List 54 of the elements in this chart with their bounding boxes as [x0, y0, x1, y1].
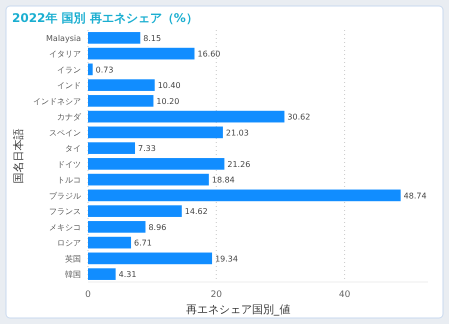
bar	[88, 268, 116, 280]
x-tick-label: 40	[338, 290, 351, 300]
y-tick-label: スペイン	[49, 128, 81, 138]
data-label: 10.40	[158, 81, 181, 90]
y-tick-label: ブラジル	[49, 191, 81, 200]
data-label: 30.62	[287, 112, 310, 122]
bar	[88, 236, 132, 248]
x-axis-title: 再エネシェア国別_値	[186, 303, 290, 316]
data-label: 8.96	[148, 222, 166, 232]
y-tick-label: 英国	[65, 254, 81, 264]
chart-title: 2022年 国別 再エネシェア（%）	[12, 11, 198, 25]
bar	[88, 174, 209, 186]
bar	[88, 110, 284, 122]
y-tick-label: インドネシア	[33, 96, 81, 106]
y-tick-label: タイ	[65, 144, 81, 154]
bar	[88, 142, 136, 154]
bar	[88, 205, 182, 217]
y-tick-label: カナダ	[57, 112, 82, 122]
y-tick-label: トルコ	[57, 176, 81, 185]
data-label: 7.33	[138, 144, 156, 154]
data-label: 16.60	[197, 50, 220, 59]
y-tick-label: ロシア	[57, 238, 81, 248]
data-label: 19.34	[215, 254, 238, 264]
bar	[88, 95, 154, 107]
data-label: 18.84	[212, 176, 235, 185]
bar	[88, 79, 155, 91]
bar	[88, 190, 401, 202]
x-tick-label: 0	[85, 290, 92, 300]
y-tick-label: フランス	[49, 207, 81, 216]
bar	[88, 48, 194, 60]
bar	[88, 221, 146, 233]
y-tick-label: ドイツ	[57, 160, 81, 169]
data-label: 6.71	[134, 238, 152, 248]
bar	[88, 252, 212, 264]
data-label: 10.20	[156, 96, 180, 106]
data-label: 8.15	[143, 34, 162, 43]
data-label: 48.74	[404, 191, 427, 200]
data-label: 21.26	[227, 160, 250, 169]
y-tick-label: イラン	[57, 65, 81, 74]
y-axis-title: 国名日本語	[12, 128, 25, 184]
y-tick-label: メキシコ	[49, 222, 81, 232]
data-label: 14.62	[184, 207, 208, 216]
y-tick-label: 韓国	[65, 270, 81, 280]
data-label: 0.73	[96, 65, 114, 74]
bar	[88, 64, 93, 76]
y-tick-label: イタリア	[49, 50, 81, 59]
data-label: 4.31	[118, 270, 136, 280]
bar	[88, 126, 223, 138]
y-tick-label: Malaysia	[46, 34, 82, 43]
y-tick-label: インド	[57, 81, 81, 90]
bar	[88, 158, 224, 170]
x-tick-label: 20	[210, 290, 222, 300]
bar	[88, 32, 140, 44]
data-label: 21.03	[226, 128, 249, 138]
